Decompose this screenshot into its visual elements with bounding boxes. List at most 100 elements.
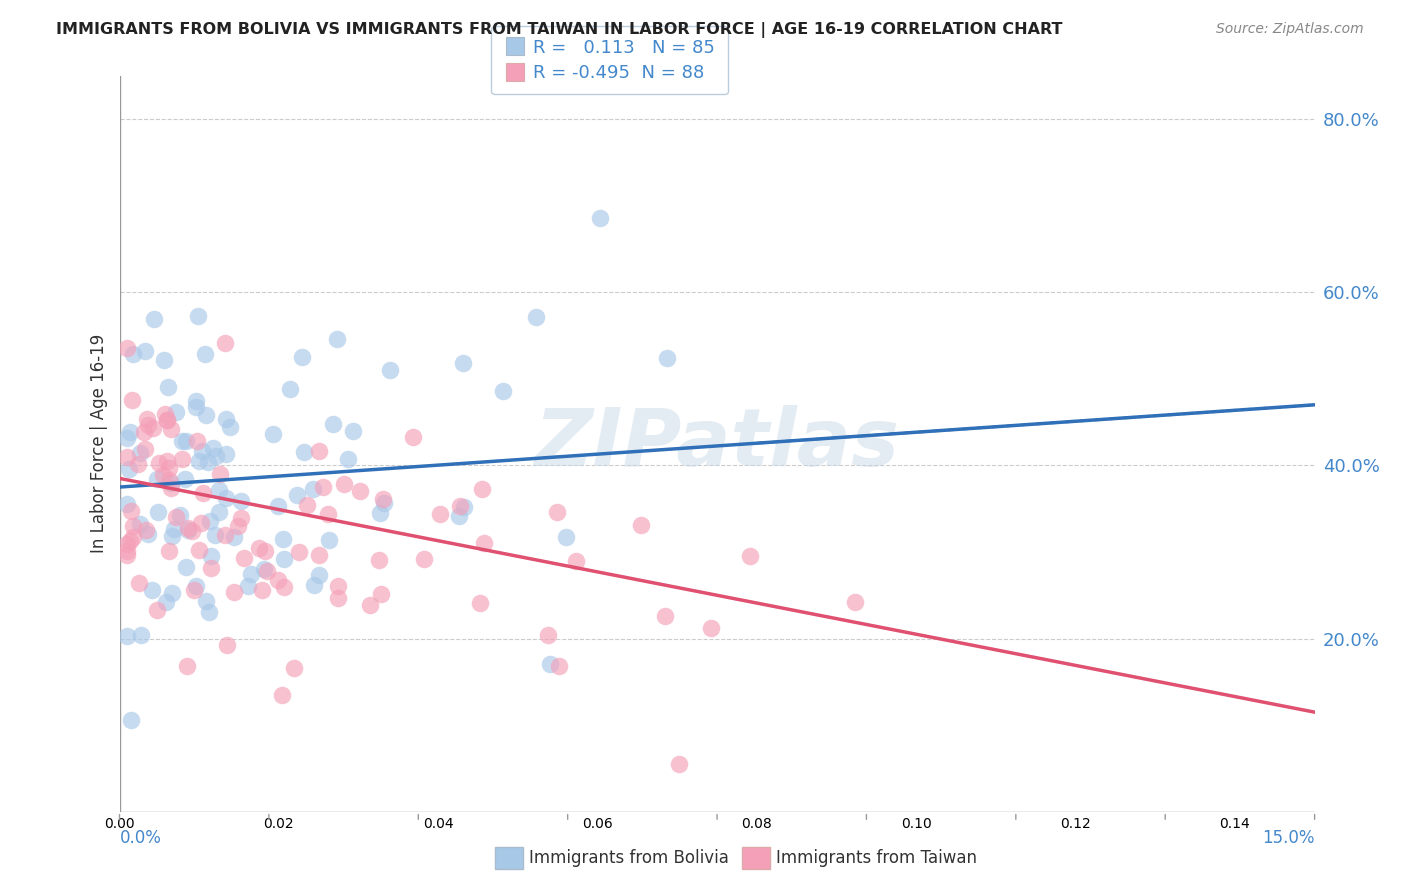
Point (308, 444, 330, 458)
Point (208, 483, 231, 498)
Point (302, 482, 325, 496)
Point (117, 537, 139, 551)
Point (700, 621, 723, 635)
Point (118, 462, 141, 476)
Point (288, 545, 311, 559)
Point (134, 344, 156, 359)
Point (191, 443, 214, 458)
Point (655, 351, 678, 366)
Point (378, 363, 401, 377)
Point (262, 427, 284, 442)
Point (186, 394, 208, 409)
Point (654, 609, 676, 624)
Point (215, 639, 238, 653)
Point (349, 483, 371, 498)
Point (122, 346, 145, 360)
Point (165, 405, 187, 419)
Point (214, 336, 236, 351)
Point (121, 519, 143, 533)
Point (170, 434, 193, 448)
Point (117, 497, 139, 511)
Point (453, 500, 475, 514)
Point (471, 482, 494, 496)
Point (120, 713, 142, 727)
Text: 15.0%: 15.0% (1263, 830, 1315, 847)
Point (226, 519, 249, 533)
Point (546, 505, 568, 519)
Point (429, 507, 451, 521)
Point (117, 450, 139, 464)
Point (136, 527, 159, 541)
Point (157, 460, 180, 475)
Point (325, 332, 347, 346)
Legend: R =   0.113   N = 85, R = -0.495  N = 88: R = 0.113 N = 85, R = -0.495 N = 88 (492, 26, 727, 95)
Point (153, 407, 176, 421)
Point (492, 384, 515, 398)
Point (198, 514, 221, 528)
Point (170, 451, 193, 466)
Point (129, 628, 152, 642)
Point (162, 522, 184, 536)
Point (195, 409, 218, 423)
Y-axis label: In Labor Force | Age 16-19: In Labor Force | Age 16-19 (90, 334, 108, 553)
Point (231, 494, 253, 508)
Point (145, 603, 167, 617)
Text: IMMIGRANTS FROM BOLIVIA VS IMMIGRANTS FROM TAIWAN IN LABOR FORCE | AGE 16-19 COR: IMMIGRANTS FROM BOLIVIA VS IMMIGRANTS FR… (56, 22, 1063, 38)
Point (146, 505, 169, 519)
Point (186, 434, 208, 449)
Point (157, 380, 180, 394)
Point (117, 341, 139, 355)
Point (283, 661, 305, 675)
Point (524, 310, 547, 324)
Point (359, 599, 381, 613)
Point (267, 573, 290, 587)
Point (370, 507, 392, 521)
Point (200, 549, 222, 564)
Point (183, 582, 205, 597)
Point (333, 477, 356, 491)
Point (135, 524, 157, 538)
Point (295, 498, 318, 512)
Point (197, 605, 219, 619)
Point (162, 585, 184, 599)
Point (238, 579, 260, 593)
Point (117, 544, 139, 558)
Point (138, 417, 160, 432)
Point (209, 467, 232, 482)
Point (373, 496, 395, 510)
Point (129, 446, 152, 460)
Point (200, 561, 222, 575)
Point (165, 509, 187, 524)
Point (141, 583, 163, 598)
Point (292, 445, 315, 459)
Point (208, 506, 231, 520)
Point (470, 597, 492, 611)
Point (120, 504, 142, 518)
Point (153, 352, 176, 367)
Point (413, 551, 436, 566)
Point (630, 518, 652, 533)
Point (205, 450, 228, 464)
Point (336, 452, 359, 467)
Point (187, 310, 209, 324)
Point (188, 453, 211, 467)
Point (267, 499, 290, 513)
Point (184, 400, 207, 414)
Point (128, 576, 150, 591)
Point (204, 528, 226, 542)
Point (181, 524, 204, 538)
Point (156, 413, 179, 427)
Point (142, 311, 165, 326)
Point (136, 411, 159, 425)
Point (177, 523, 200, 537)
Point (318, 533, 340, 547)
Point (156, 454, 179, 468)
Point (222, 530, 245, 544)
Point (120, 425, 142, 439)
Point (176, 659, 198, 673)
Text: ZIPatlas: ZIPatlas (534, 405, 900, 483)
Point (273, 580, 295, 594)
Point (160, 422, 183, 436)
Point (191, 485, 214, 500)
Point (215, 412, 238, 426)
